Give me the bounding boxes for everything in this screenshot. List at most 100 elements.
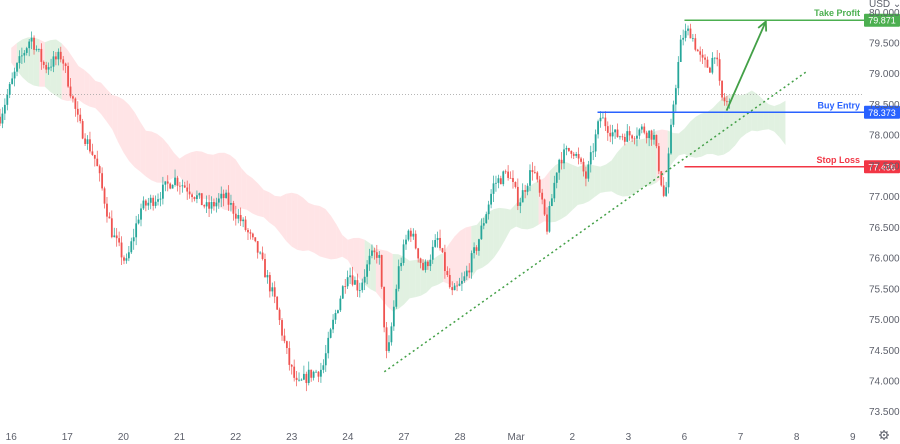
candle[interactable] bbox=[378, 251, 381, 265]
candle[interactable] bbox=[307, 361, 310, 386]
candle[interactable] bbox=[137, 214, 140, 225]
candle[interactable] bbox=[602, 112, 604, 119]
candle[interactable] bbox=[456, 281, 458, 292]
candle[interactable] bbox=[147, 197, 150, 210]
candle[interactable] bbox=[497, 174, 500, 189]
candle[interactable] bbox=[232, 200, 235, 221]
candle[interactable] bbox=[643, 123, 646, 135]
candle[interactable] bbox=[327, 331, 330, 359]
candle[interactable] bbox=[320, 362, 322, 383]
candle[interactable] bbox=[315, 369, 317, 373]
candle[interactable] bbox=[463, 271, 466, 283]
candle[interactable] bbox=[531, 162, 534, 181]
candle[interactable] bbox=[222, 189, 225, 207]
candle[interactable] bbox=[86, 135, 89, 150]
candle[interactable] bbox=[502, 170, 505, 187]
candle[interactable] bbox=[115, 228, 118, 247]
candle[interactable] bbox=[655, 134, 658, 149]
candle[interactable] bbox=[161, 176, 164, 205]
candle[interactable] bbox=[409, 227, 412, 242]
candle[interactable] bbox=[59, 46, 62, 63]
candle[interactable] bbox=[509, 171, 512, 179]
candle[interactable] bbox=[451, 281, 454, 296]
candle[interactable] bbox=[366, 260, 369, 285]
candle[interactable] bbox=[567, 147, 570, 152]
candle[interactable] bbox=[524, 184, 527, 199]
candle[interactable] bbox=[341, 285, 344, 300]
candle[interactable] bbox=[482, 217, 485, 230]
candle[interactable] bbox=[628, 126, 631, 141]
candle[interactable] bbox=[140, 203, 142, 227]
candle[interactable] bbox=[631, 134, 634, 142]
candle[interactable] bbox=[441, 247, 444, 254]
candle[interactable] bbox=[69, 77, 72, 99]
candle[interactable] bbox=[636, 127, 638, 147]
candle[interactable] bbox=[563, 143, 565, 170]
candle[interactable] bbox=[166, 175, 169, 192]
candle[interactable] bbox=[412, 228, 415, 240]
candle[interactable] bbox=[339, 295, 342, 312]
candle[interactable] bbox=[183, 181, 186, 189]
candle[interactable] bbox=[606, 121, 609, 141]
candle[interactable] bbox=[674, 84, 677, 112]
candle[interactable] bbox=[354, 276, 356, 285]
candle[interactable] bbox=[429, 254, 432, 272]
candle[interactable] bbox=[716, 50, 719, 67]
candle[interactable] bbox=[492, 175, 495, 202]
candle[interactable] bbox=[227, 185, 230, 211]
candle[interactable] bbox=[152, 195, 155, 211]
candle[interactable] bbox=[205, 195, 208, 213]
candle[interactable] bbox=[293, 359, 296, 382]
candle[interactable] bbox=[149, 194, 152, 210]
candle[interactable] bbox=[322, 359, 325, 374]
candle[interactable] bbox=[98, 164, 101, 182]
candle[interactable] bbox=[329, 327, 332, 339]
candle[interactable] bbox=[495, 175, 497, 192]
candle[interactable] bbox=[176, 175, 179, 192]
candle[interactable] bbox=[237, 208, 240, 224]
support-trendline[interactable] bbox=[383, 70, 809, 373]
candle[interactable] bbox=[200, 193, 203, 206]
candle[interactable] bbox=[723, 92, 726, 106]
candle[interactable] bbox=[310, 369, 313, 382]
candle[interactable] bbox=[285, 340, 288, 354]
candle[interactable] bbox=[144, 199, 147, 212]
candle[interactable] bbox=[254, 237, 257, 243]
candle[interactable] bbox=[295, 371, 298, 387]
candle[interactable] bbox=[407, 229, 410, 242]
candle[interactable] bbox=[298, 372, 300, 382]
candle[interactable] bbox=[334, 309, 337, 325]
candle[interactable] bbox=[570, 150, 573, 159]
candle[interactable] bbox=[259, 251, 262, 255]
candle[interactable] bbox=[154, 195, 157, 209]
candle[interactable] bbox=[230, 194, 232, 212]
candle[interactable] bbox=[592, 143, 595, 161]
candle[interactable] bbox=[302, 365, 305, 381]
candle[interactable] bbox=[499, 175, 502, 185]
candle[interactable] bbox=[18, 50, 21, 69]
candle[interactable] bbox=[679, 34, 682, 63]
candle[interactable] bbox=[704, 54, 706, 68]
candle[interactable] bbox=[210, 196, 213, 214]
candle[interactable] bbox=[648, 130, 651, 147]
candlestick-series[interactable] bbox=[0, 23, 731, 392]
candle[interactable] bbox=[271, 282, 274, 297]
candle[interactable] bbox=[689, 23, 692, 39]
candle[interactable] bbox=[375, 244, 378, 264]
candle[interactable] bbox=[278, 307, 281, 326]
candle[interactable] bbox=[490, 189, 492, 209]
candle[interactable] bbox=[684, 23, 687, 42]
candle[interactable] bbox=[446, 266, 449, 278]
candle[interactable] bbox=[288, 341, 291, 371]
candle[interactable] bbox=[405, 234, 407, 250]
candle[interactable] bbox=[480, 218, 483, 240]
candle[interactable] bbox=[614, 129, 616, 139]
candle[interactable] bbox=[665, 181, 668, 197]
candle[interactable] bbox=[417, 247, 420, 263]
candle[interactable] bbox=[20, 47, 23, 64]
candle[interactable] bbox=[281, 318, 283, 341]
candle[interactable] bbox=[356, 273, 359, 297]
candle[interactable] bbox=[96, 150, 99, 167]
candle[interactable] bbox=[89, 131, 91, 154]
candle[interactable] bbox=[633, 136, 636, 145]
